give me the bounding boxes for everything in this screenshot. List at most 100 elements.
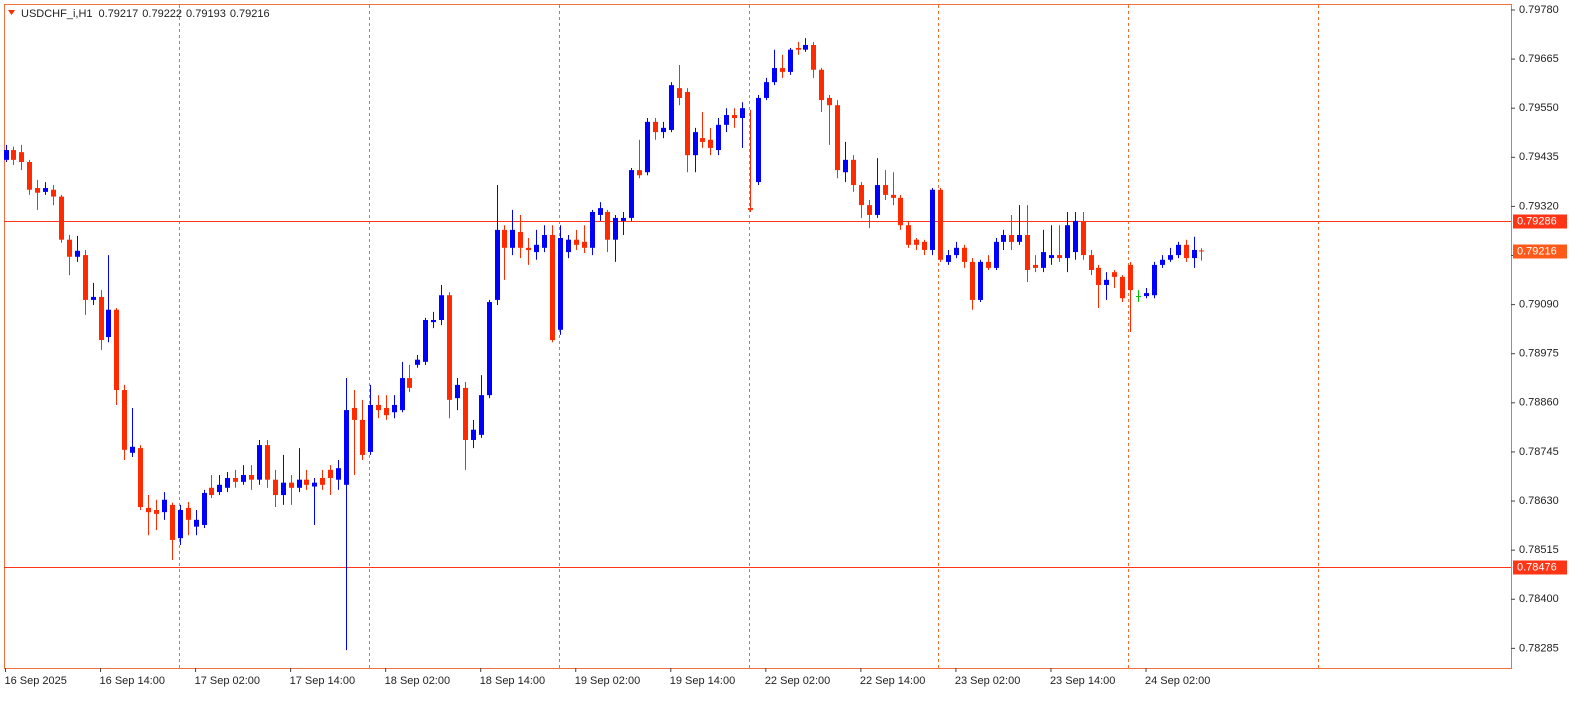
- candle-body: [1041, 252, 1046, 268]
- candle-body: [138, 448, 143, 508]
- candle-body: [590, 211, 595, 248]
- y-tick-label: 0.78400: [1519, 593, 1559, 605]
- candle-body: [645, 121, 650, 173]
- candle-body: [186, 507, 191, 520]
- candle-body: [740, 108, 745, 119]
- candle-body: [803, 44, 808, 50]
- y-tick-label: 0.79665: [1519, 53, 1559, 65]
- candle-body: [43, 188, 48, 192]
- candle-body: [194, 519, 199, 527]
- candle-body: [867, 205, 872, 215]
- candle-body: [114, 309, 119, 391]
- candle-body: [716, 124, 721, 151]
- candle-body: [914, 239, 919, 245]
- candle-body: [756, 97, 761, 183]
- chart-header: USDCHF_i,H1 0.79217 0.79222 0.79193 0.79216: [21, 8, 270, 20]
- candle-body: [1144, 293, 1149, 297]
- candle-body: [550, 235, 555, 341]
- candle-body: [637, 170, 642, 176]
- y-tick-label: 0.79550: [1519, 102, 1559, 114]
- candle-body: [700, 138, 705, 142]
- x-tick-label: 17 Sep 14:00: [290, 675, 355, 687]
- candle-body: [344, 410, 349, 485]
- level-price-label: 0.78476: [1517, 561, 1557, 573]
- candle-body: [1096, 267, 1101, 285]
- candle-body: [1199, 250, 1204, 252]
- candle-body: [1017, 235, 1022, 242]
- header-high: 0.79222: [142, 8, 182, 20]
- x-tick-label: 17 Sep 02:00: [195, 675, 260, 687]
- candle-body: [471, 429, 476, 440]
- header-low: 0.79193: [186, 8, 226, 20]
- candle-body: [780, 68, 785, 72]
- candle-body: [796, 47, 801, 50]
- candle-body: [827, 97, 832, 106]
- candle-body: [542, 235, 547, 248]
- candle-body: [930, 189, 935, 250]
- y-tick-label: 0.79435: [1519, 151, 1559, 163]
- candle-body: [217, 484, 222, 493]
- candle-body: [629, 170, 634, 218]
- candle-body: [59, 196, 64, 240]
- candle-body: [598, 208, 603, 215]
- candle-body: [209, 487, 214, 496]
- candle-body: [906, 225, 911, 245]
- candle-body: [891, 194, 896, 198]
- candle-body: [392, 404, 397, 413]
- candle-body: [241, 474, 246, 482]
- candle-body: [613, 217, 618, 240]
- period-separators: [179, 5, 1319, 668]
- candle-body: [978, 261, 983, 300]
- candle-body: [994, 241, 999, 268]
- candle-body: [162, 499, 167, 513]
- x-tick-label: 16 Sep 2025: [5, 675, 67, 687]
- header-open: 0.79217: [99, 8, 139, 20]
- menu-arrow[interactable]: [8, 10, 15, 15]
- candle-body: [146, 507, 151, 513]
- candle-body: [447, 295, 452, 400]
- candle-body: [843, 159, 848, 173]
- candle-body: [875, 185, 880, 215]
- candle-body: [495, 229, 500, 300]
- candle-body: [83, 255, 88, 300]
- candle-body: [566, 239, 571, 253]
- candle-body: [954, 247, 959, 256]
- candle-body: [1128, 264, 1133, 291]
- candle-body: [819, 69, 824, 101]
- candle-body: [748, 208, 753, 210]
- candle-body: [677, 88, 682, 98]
- candle-body: [534, 244, 539, 253]
- candle-body: [99, 296, 104, 341]
- candle-body: [851, 159, 856, 186]
- plot-frame: [4, 4, 1512, 669]
- candle-body: [859, 185, 864, 206]
- level-price-box: [1513, 560, 1567, 575]
- level-price-box: [1513, 214, 1567, 229]
- candle-body: [1168, 255, 1173, 260]
- candle-body: [938, 189, 943, 260]
- candle-body: [1192, 249, 1197, 259]
- candle-body: [431, 319, 436, 323]
- candle-body: [376, 404, 381, 411]
- candle-body: [122, 390, 127, 450]
- candle-body: [1104, 279, 1109, 285]
- x-tick-label: 22 Sep 14:00: [860, 675, 925, 687]
- candle-body: [526, 247, 531, 250]
- candle-body: [772, 68, 777, 83]
- candle-body: [11, 150, 16, 160]
- y-tick-label: 0.78745: [1519, 446, 1559, 458]
- candle-body: [320, 477, 325, 485]
- candle-body: [407, 378, 412, 388]
- candle-body: [605, 211, 610, 240]
- candle-body: [558, 238, 563, 330]
- candle-body: [400, 378, 405, 411]
- candle-body: [510, 229, 515, 248]
- candle-body: [336, 468, 341, 480]
- x-tick-label: 16 Sep 14:00: [100, 675, 165, 687]
- candle-body: [4, 150, 9, 160]
- candle-body: [986, 261, 991, 268]
- candle-body: [154, 510, 159, 514]
- candle-body: [67, 239, 72, 257]
- candle-body: [653, 121, 658, 133]
